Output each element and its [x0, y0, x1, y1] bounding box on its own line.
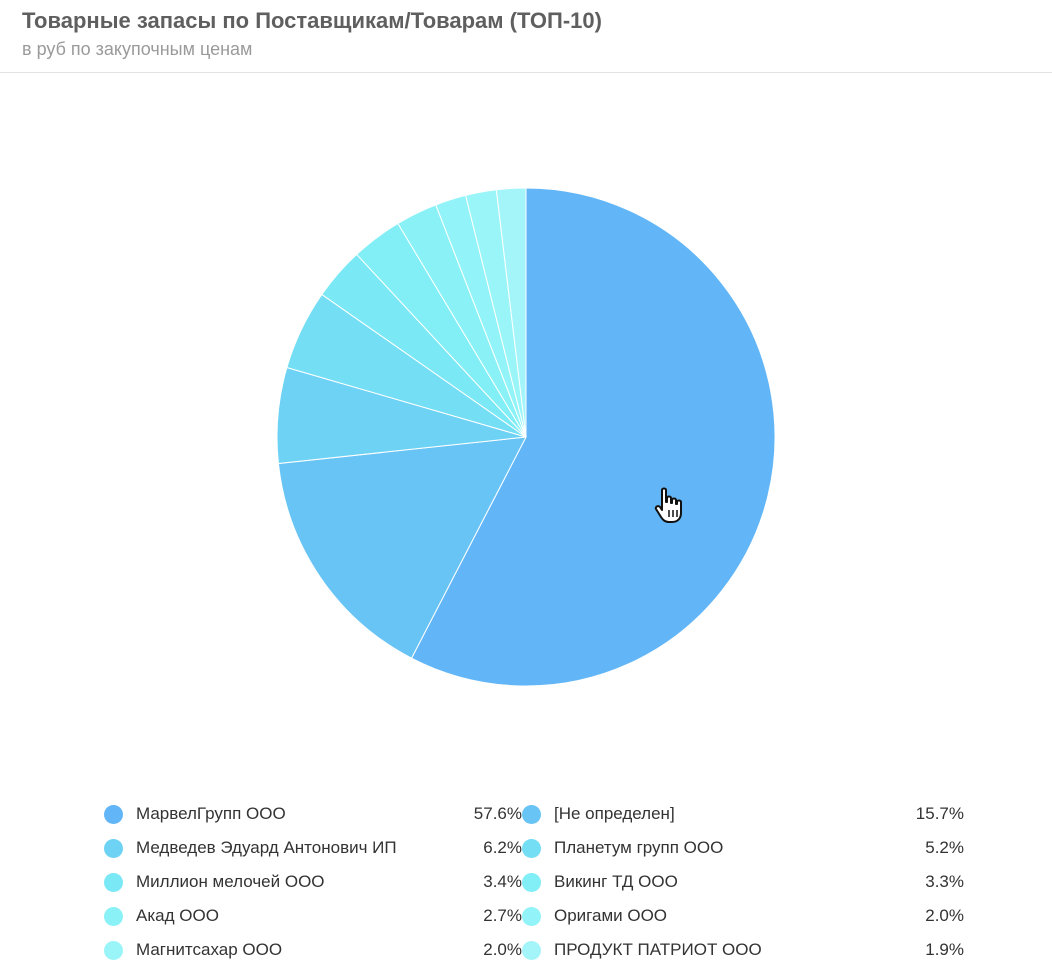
legend-item[interactable]: [Не определен] 15.7% [522, 797, 966, 831]
chart-title: Товарные запасы по Поставщикам/Товарам (… [22, 8, 602, 33]
legend-percent: 5.2% [925, 838, 964, 857]
legend-percent: 3.4% [483, 872, 522, 891]
legend-percent: 57.6% [473, 804, 522, 823]
hand-cursor-icon [654, 487, 682, 523]
legend-item[interactable]: Оригами ООО 2.0% [522, 899, 966, 933]
legend-color-dot [522, 940, 541, 960]
legend-item[interactable]: Медведев Эдуард Антонович ИП 6.2% [104, 831, 522, 865]
legend-label: Акад ООО [136, 906, 219, 925]
legend-color-dot [104, 906, 123, 926]
pie-slice-2[interactable] [277, 436, 527, 659]
legend-color-dot [104, 838, 123, 858]
legend-percent: 6.2% [483, 838, 522, 857]
legend-item[interactable]: Миллион мелочей ООО 3.4% [104, 865, 522, 899]
legend-label: Миллион мелочей ООО [136, 872, 325, 891]
pie-chart[interactable] [0, 0, 1052, 790]
legend-label: [Не определен] [554, 804, 675, 823]
legend-color-dot [522, 838, 541, 858]
legend-item[interactable]: Акад ООО 2.7% [104, 899, 522, 933]
legend-item[interactable]: Планетум групп ООО 5.2% [522, 831, 966, 865]
legend-item[interactable]: Викинг ТД ООО 3.3% [522, 865, 966, 899]
legend-percent: 1.9% [925, 940, 964, 959]
legend-label: Магнитсахар ООО [136, 940, 283, 959]
legend-item[interactable]: МарвелГрупп ООО 57.6% [104, 797, 522, 831]
legend-color-dot [104, 872, 123, 892]
pie-slice-10[interactable] [495, 187, 527, 438]
legend-label: МарвелГрупп ООО [136, 804, 286, 823]
legend-percent: 2.7% [483, 906, 522, 925]
legend-color-dot [522, 804, 541, 824]
chart-subtitle: в руб по закупочным ценам [22, 39, 253, 59]
legend-percent: 2.0% [925, 906, 964, 925]
legend-color-dot [522, 872, 541, 892]
legend-label: Медведев Эдуард Антонович ИП [136, 838, 397, 857]
legend-percent: 15.7% [915, 804, 964, 823]
legend-label: ПРОДУКТ ПАТРИОТ ООО [554, 940, 762, 959]
legend-color-dot [104, 940, 123, 960]
legend-label: Викинг ТД ООО [554, 872, 678, 891]
header-divider [0, 72, 1052, 73]
legend-label: Оригами ООО [554, 906, 668, 925]
legend-percent: 3.3% [925, 872, 964, 891]
legend-percent: 2.0% [483, 940, 522, 959]
legend-color-dot [522, 906, 541, 926]
legend-item[interactable]: Магнитсахар ООО 2.0% [104, 933, 522, 967]
legend-label: Планетум групп ООО [554, 838, 724, 857]
pie-slice-1[interactable] [410, 187, 776, 687]
chart-header: Товарные запасы по Поставщикам/Товарам (… [22, 6, 1052, 61]
legend-color-dot [104, 804, 123, 824]
legend-item[interactable]: ПРОДУКТ ПАТРИОТ ООО 1.9% [522, 933, 966, 967]
chart-legend: МарвелГрупп ООО 57.6% [Не определен] 15.7% М… [104, 797, 966, 967]
